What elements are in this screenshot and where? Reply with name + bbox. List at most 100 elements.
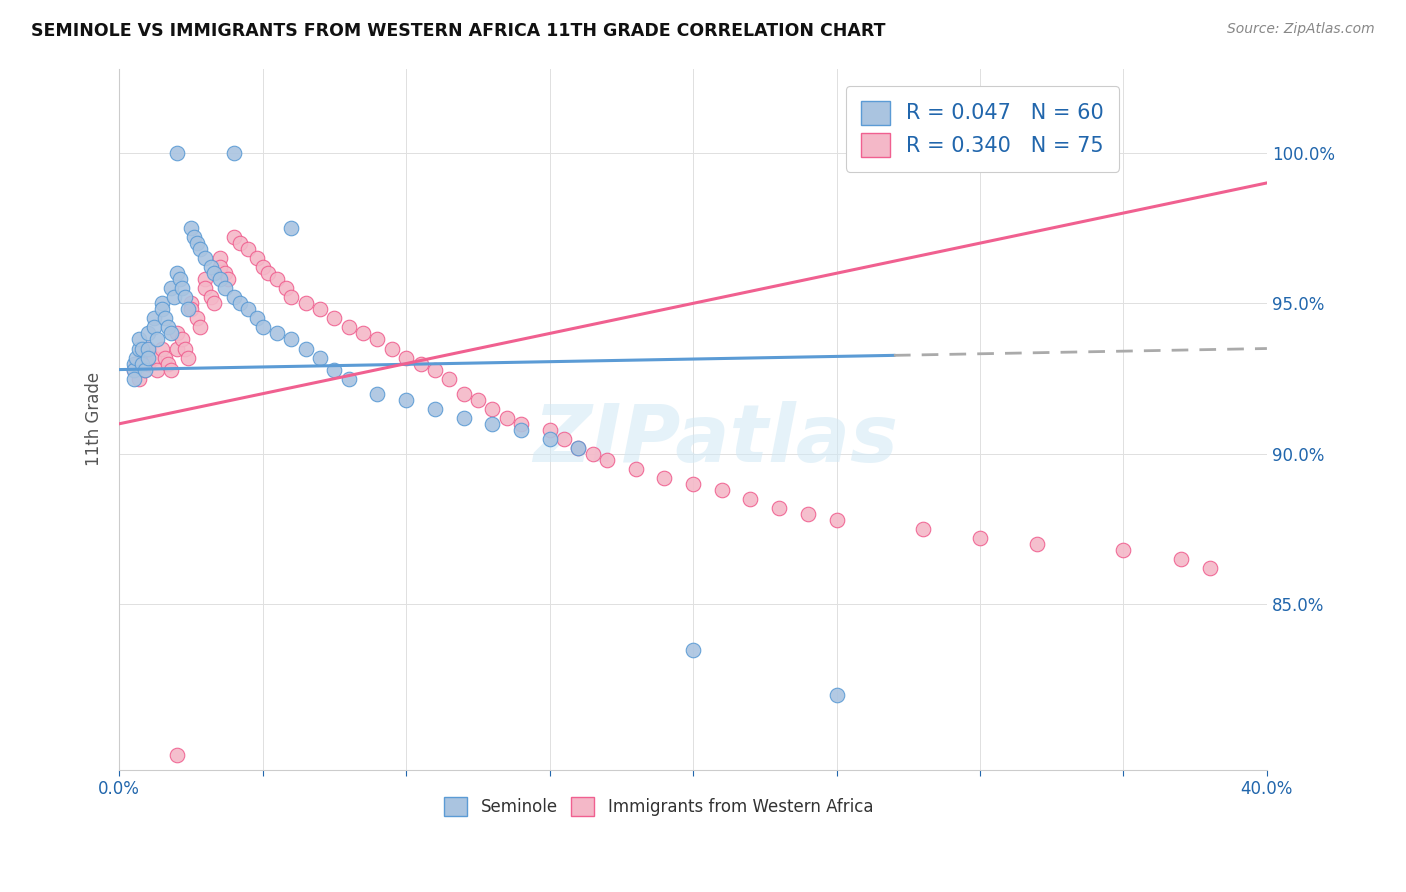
Point (180, 302, 202, 317)
Point (682, 642, 704, 657)
Point (624, 462, 647, 476)
Point (467, 392, 489, 407)
Point (553, 432, 575, 446)
Point (1112, 543, 1135, 558)
Point (174, 342, 197, 356)
Point (142, 351, 165, 365)
Point (169, 272, 191, 286)
Point (280, 333, 302, 347)
Point (202, 296, 225, 310)
Point (423, 401, 446, 416)
Point (294, 296, 316, 310)
Point (172, 333, 194, 347)
Legend: Seminole, Immigrants from Western Africa: Seminole, Immigrants from Western Africa (436, 789, 882, 825)
Point (145, 362, 167, 376)
Point (682, 477, 704, 491)
Point (131, 351, 153, 365)
Point (654, 471, 676, 485)
Point (238, 242, 260, 256)
Point (238, 302, 260, 317)
Point (208, 260, 231, 275)
Point (323, 311, 346, 326)
Point (125, 357, 148, 371)
Point (1198, 561, 1220, 575)
Point (538, 432, 561, 446)
Point (337, 320, 360, 334)
Point (257, 266, 280, 280)
Point (136, 357, 159, 371)
Point (222, 230, 245, 244)
Point (409, 357, 432, 371)
Point (145, 333, 167, 347)
Point (166, 145, 188, 160)
Point (323, 362, 346, 376)
Point (128, 342, 150, 356)
Point (825, 688, 848, 702)
Text: Source: ZipAtlas.com: Source: ZipAtlas.com (1227, 22, 1375, 37)
Point (381, 342, 404, 356)
Point (567, 441, 589, 455)
Point (395, 351, 418, 365)
Point (453, 386, 475, 401)
Point (142, 311, 165, 326)
Point (150, 296, 173, 310)
Point (309, 302, 332, 317)
Point (157, 320, 180, 334)
Point (274, 281, 297, 295)
Point (122, 362, 145, 376)
Point (128, 333, 150, 347)
Point (180, 221, 202, 235)
Point (1170, 552, 1192, 566)
Point (122, 357, 145, 371)
Point (768, 501, 790, 516)
Point (567, 441, 589, 455)
Point (153, 311, 176, 326)
Point (366, 386, 388, 401)
Point (246, 251, 269, 265)
Point (797, 507, 820, 521)
Point (160, 362, 183, 376)
Text: SEMINOLE VS IMMIGRANTS FROM WESTERN AFRICA 11TH GRADE CORRELATION CHART: SEMINOLE VS IMMIGRANTS FROM WESTERN AFRI… (31, 22, 886, 40)
Point (510, 417, 533, 431)
Point (582, 447, 605, 461)
Point (309, 351, 332, 365)
Point (208, 272, 231, 286)
Point (229, 296, 252, 310)
Point (136, 342, 159, 356)
Point (142, 320, 165, 334)
Point (177, 302, 200, 317)
Point (280, 290, 302, 304)
Point (710, 483, 733, 497)
Point (180, 296, 202, 310)
Point (222, 145, 245, 160)
Point (825, 513, 848, 527)
Point (596, 453, 619, 467)
Point (174, 290, 197, 304)
Point (131, 342, 153, 356)
Point (423, 362, 446, 376)
Point (166, 747, 188, 762)
Point (352, 326, 374, 341)
Point (172, 281, 194, 295)
Point (183, 230, 205, 244)
Y-axis label: 11th Grade: 11th Grade (86, 372, 103, 467)
Point (366, 333, 388, 347)
Point (740, 491, 762, 506)
Point (125, 351, 148, 365)
Point (481, 417, 503, 431)
Point (538, 423, 561, 437)
Point (186, 311, 208, 326)
Point (186, 236, 208, 251)
Point (294, 342, 316, 356)
Point (122, 371, 145, 385)
Point (194, 281, 217, 295)
Point (214, 281, 236, 295)
Point (188, 242, 211, 256)
Point (395, 392, 418, 407)
Point (911, 522, 934, 536)
Point (246, 311, 269, 326)
Point (337, 371, 360, 385)
Point (153, 351, 176, 365)
Point (194, 272, 217, 286)
Point (200, 260, 222, 275)
